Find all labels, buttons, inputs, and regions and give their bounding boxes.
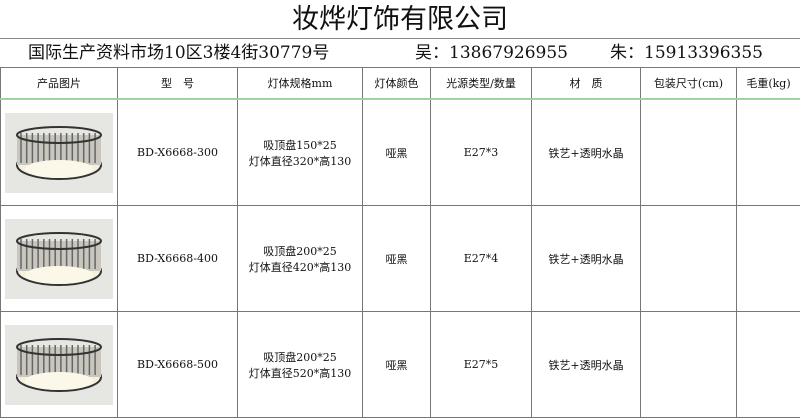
- address-bar: 国际生产资料市场10区3楼4街30779号 吴：13867926955 朱：15…: [0, 38, 800, 68]
- color-cell: 哑黑: [363, 312, 431, 418]
- product-image-cell: [1, 206, 118, 312]
- color-cell: 哑黑: [363, 206, 431, 312]
- header-weight: 毛重(kg): [737, 68, 800, 100]
- contact-zhu: 朱：15913396355: [610, 38, 763, 69]
- lamp-image: [5, 219, 113, 299]
- header-light: 光源类型/数量: [431, 68, 532, 100]
- spec-line1: 吸顶盘200*25: [238, 243, 362, 259]
- material-cell: 铁艺+透明水晶: [532, 206, 641, 312]
- model-cell: BD-X6668-300: [118, 99, 238, 206]
- spec-line2: 灯体直径420*高130: [238, 259, 362, 275]
- color-cell: 哑黑: [363, 99, 431, 206]
- weight-cell: [737, 99, 800, 206]
- material-cell: 铁艺+透明水晶: [532, 312, 641, 418]
- header-package: 包装尺寸(cm): [641, 68, 737, 100]
- package-cell: [641, 206, 737, 312]
- lamp-image: [5, 325, 113, 405]
- header-color: 灯体颜色: [363, 68, 431, 100]
- header-model: 型 号: [118, 68, 238, 100]
- spec-line2: 灯体直径520*高130: [238, 365, 362, 381]
- product-image-cell: [1, 312, 118, 418]
- model-cell: BD-X6668-400: [118, 206, 238, 312]
- address: 国际生产资料市场10区3楼4街30779号: [28, 38, 329, 69]
- spec-line1: 吸顶盘200*25: [238, 349, 362, 365]
- light-cell: E27*3: [431, 99, 532, 206]
- header-spec: 灯体规格mm: [238, 68, 363, 100]
- light-cell: E27*5: [431, 312, 532, 418]
- package-cell: [641, 312, 737, 418]
- contact-wu: 吴：13867926955: [415, 38, 568, 69]
- spec-line1: 吸顶盘150*25: [238, 137, 362, 153]
- light-cell: E27*4: [431, 206, 532, 312]
- model-cell: BD-X6668-500: [118, 312, 238, 418]
- company-title: 妆烨灯饰有限公司: [0, 0, 800, 39]
- package-cell: [641, 99, 737, 206]
- header-image: 产品图片: [1, 68, 118, 100]
- weight-cell: [737, 312, 800, 418]
- product-table: 产品图片 型 号 灯体规格mm 灯体颜色 光源类型/数量 材 质 包装尺寸(cm…: [0, 67, 800, 418]
- spec-line2: 灯体直径320*高130: [238, 153, 362, 169]
- weight-cell: [737, 206, 800, 312]
- lamp-image: [5, 113, 113, 193]
- product-image-cell: [1, 99, 118, 206]
- material-cell: 铁艺+透明水晶: [532, 99, 641, 206]
- header-row: 产品图片 型 号 灯体规格mm 灯体颜色 光源类型/数量 材 质 包装尺寸(cm…: [1, 68, 800, 100]
- header-material: 材 质: [532, 68, 641, 100]
